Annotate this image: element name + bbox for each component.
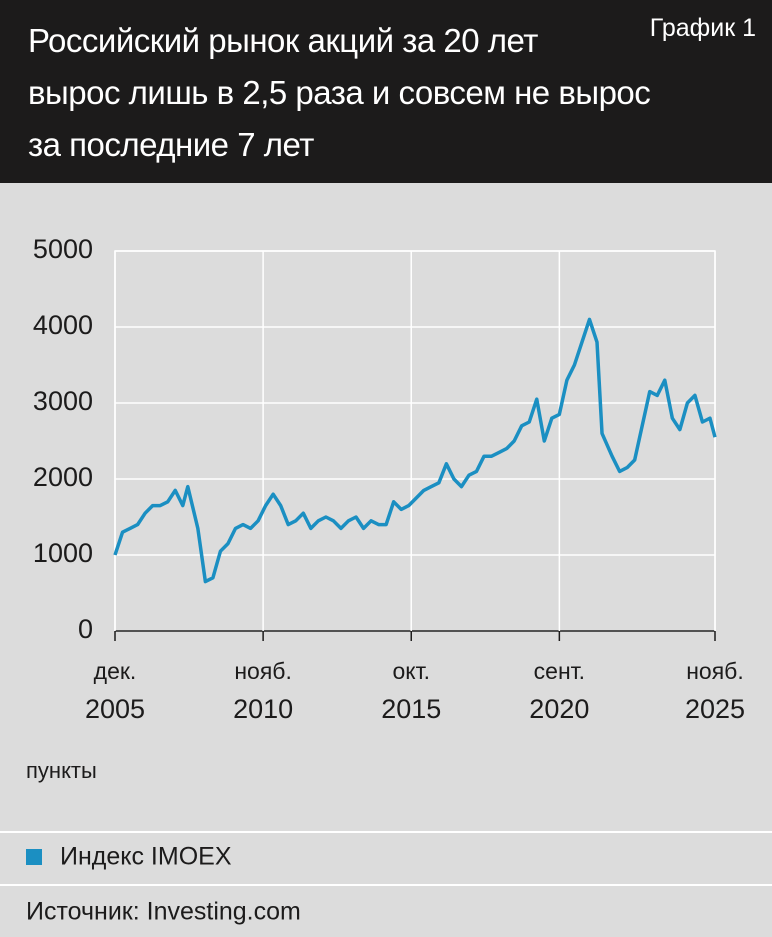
y-tick-label: 4000 bbox=[33, 310, 93, 340]
title-line: вырос лишь в 2,5 раза и совсем не вырос bbox=[28, 74, 651, 111]
y-tick-label: 3000 bbox=[33, 386, 93, 416]
source: Источник: Investing.com bbox=[26, 898, 301, 926]
x-tick-label: нояб. bbox=[686, 658, 744, 684]
header: Российский рынок акций за 20 лет вырос л… bbox=[0, 0, 772, 183]
x-tick-label: 2020 bbox=[529, 694, 589, 724]
x-tick-label: дек. bbox=[94, 658, 137, 684]
x-tick-label: нояб. bbox=[234, 658, 292, 684]
x-tick-label: 2025 bbox=[685, 694, 745, 724]
y-axis-label: пункты bbox=[26, 758, 97, 783]
legend-label: Индекс IMOEX bbox=[60, 843, 232, 871]
y-tick-label: 2000 bbox=[33, 462, 93, 492]
y-tick-label: 1000 bbox=[33, 538, 93, 568]
line-series bbox=[113, 317, 717, 584]
y-tick-label: 0 bbox=[78, 614, 93, 644]
x-tick-label: 2015 bbox=[381, 694, 441, 724]
x-tick-label: 2010 bbox=[233, 694, 293, 724]
y-tick-label: 5000 bbox=[33, 234, 93, 264]
legend-swatch bbox=[26, 849, 42, 865]
title-line: за последние 7 лет bbox=[28, 126, 314, 163]
x-tick-label: сент. bbox=[534, 658, 585, 684]
x-tick-label: окт. bbox=[392, 658, 430, 684]
title-line: Российский рынок акций за 20 лет bbox=[28, 22, 538, 59]
x-tick-label: 2005 bbox=[85, 694, 145, 724]
chart-number: График 1 bbox=[649, 14, 756, 42]
